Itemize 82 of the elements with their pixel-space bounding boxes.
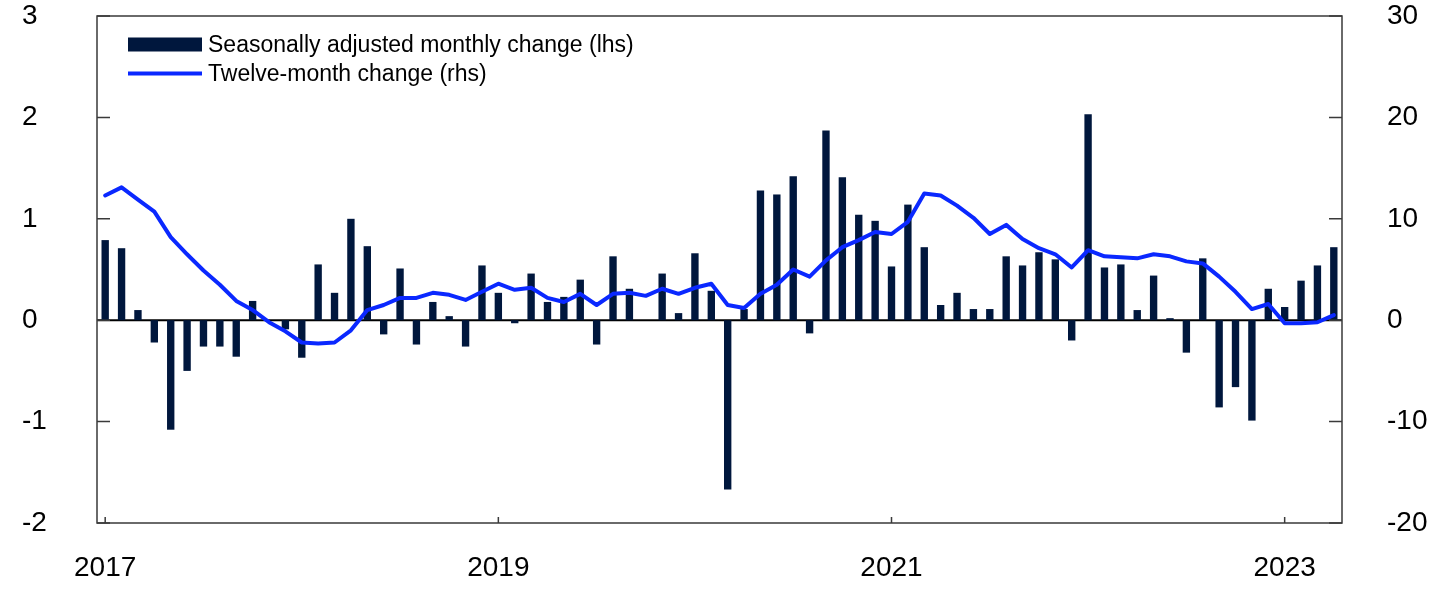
bar bbox=[904, 204, 912, 321]
bar bbox=[1231, 320, 1240, 388]
bar bbox=[101, 240, 109, 321]
bar bbox=[724, 320, 732, 490]
bar bbox=[1068, 320, 1076, 341]
bar bbox=[609, 256, 617, 321]
bar bbox=[805, 320, 814, 334]
bar bbox=[1313, 265, 1322, 321]
bar bbox=[183, 320, 191, 371]
bar bbox=[756, 190, 765, 321]
legend-label: Twelve-month change (rhs) bbox=[208, 59, 487, 86]
bar bbox=[134, 310, 142, 321]
bar bbox=[658, 273, 666, 321]
bar bbox=[1051, 259, 1060, 321]
bar bbox=[379, 320, 388, 335]
y-tick-label: 1 bbox=[22, 201, 38, 233]
y2-tick-label: 0 bbox=[1387, 302, 1403, 334]
bar bbox=[592, 320, 601, 345]
bar bbox=[1035, 252, 1043, 321]
bar bbox=[1297, 280, 1305, 321]
bar bbox=[1018, 265, 1027, 321]
bar bbox=[789, 176, 797, 321]
bar bbox=[1215, 320, 1223, 408]
bar bbox=[1182, 320, 1191, 353]
bar bbox=[855, 214, 863, 321]
bar bbox=[412, 320, 421, 345]
bar bbox=[740, 309, 748, 321]
bar bbox=[1100, 267, 1109, 321]
y-tick-label: 0 bbox=[22, 302, 38, 334]
bar bbox=[461, 320, 470, 347]
bar bbox=[150, 320, 159, 343]
bar bbox=[822, 130, 830, 321]
bar bbox=[347, 218, 355, 321]
bar bbox=[494, 292, 503, 321]
bar bbox=[232, 320, 240, 357]
bar bbox=[1133, 310, 1141, 321]
bar bbox=[969, 309, 978, 321]
y2-tick-label: 20 bbox=[1387, 100, 1419, 132]
bar bbox=[691, 253, 699, 321]
bar bbox=[511, 320, 519, 324]
y2-tick-label: -20 bbox=[1387, 505, 1428, 537]
bar bbox=[871, 220, 879, 321]
bar bbox=[117, 248, 126, 321]
bar bbox=[838, 177, 847, 321]
bar bbox=[773, 194, 781, 321]
y-tick-label: -1 bbox=[22, 404, 47, 436]
y-tick-label: 3 bbox=[22, 0, 38, 30]
x-tick-label: 2023 bbox=[1253, 550, 1316, 582]
bar bbox=[986, 309, 994, 321]
bar bbox=[478, 265, 486, 321]
bar bbox=[527, 273, 535, 321]
y2-tick-label: 30 bbox=[1387, 0, 1419, 30]
bar bbox=[445, 316, 453, 321]
x-tick-label: 2021 bbox=[860, 550, 923, 582]
y-tick-label: -2 bbox=[22, 505, 47, 537]
legend-label: Seasonally adjusted monthly change (lhs) bbox=[208, 30, 634, 57]
bar bbox=[314, 264, 322, 321]
bar bbox=[1248, 320, 1256, 421]
bar bbox=[1002, 256, 1010, 321]
bar bbox=[936, 304, 945, 321]
y2-tick-label: 10 bbox=[1387, 201, 1419, 233]
bar bbox=[281, 320, 290, 330]
bar bbox=[707, 290, 715, 321]
bar bbox=[429, 301, 437, 321]
y2-tick-label: -10 bbox=[1387, 404, 1428, 436]
bar bbox=[674, 313, 683, 321]
bar bbox=[167, 320, 175, 430]
bar bbox=[199, 320, 208, 347]
y-tick-label: 2 bbox=[22, 100, 38, 132]
bar bbox=[920, 247, 928, 321]
bar bbox=[330, 292, 339, 321]
x-tick-label: 2017 bbox=[74, 550, 137, 582]
bar bbox=[543, 301, 552, 321]
x-tick-label: 2019 bbox=[467, 550, 530, 582]
bar bbox=[1149, 275, 1158, 321]
bar bbox=[396, 268, 404, 321]
bar bbox=[1166, 318, 1174, 321]
bar bbox=[1117, 264, 1125, 321]
bar bbox=[953, 292, 961, 321]
bar bbox=[887, 266, 896, 321]
bar bbox=[216, 320, 224, 347]
bar bbox=[1084, 114, 1092, 321]
